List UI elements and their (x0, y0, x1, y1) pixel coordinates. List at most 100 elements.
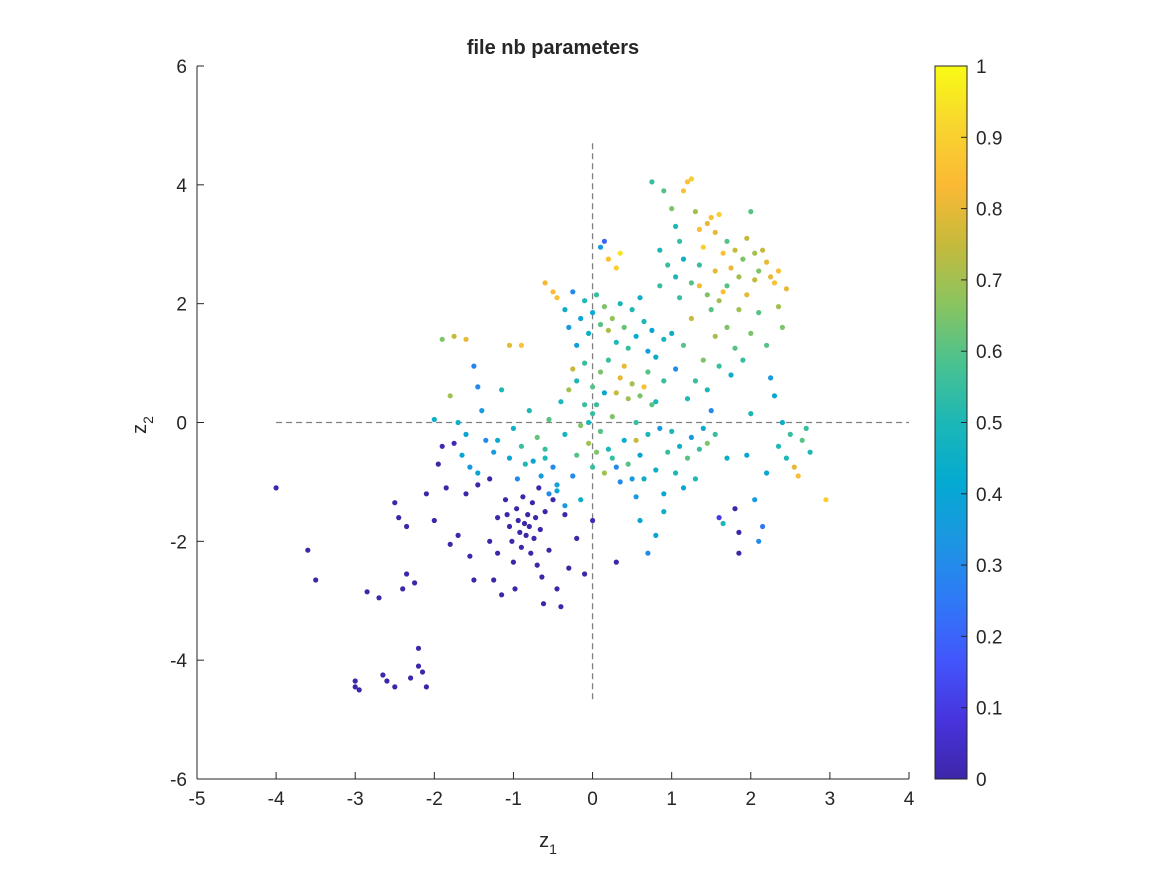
data-point (771, 280, 778, 286)
data-point (617, 479, 623, 485)
data-point (696, 262, 703, 268)
colorbar-tick-label: 0.5 (976, 414, 1002, 435)
data-point (633, 437, 639, 443)
data-point (495, 550, 501, 556)
y-axis-label: z2 (129, 416, 156, 434)
data-point (352, 684, 358, 690)
data-point (574, 378, 580, 384)
data-point (593, 402, 600, 408)
data-point (728, 372, 734, 378)
data-point (688, 434, 695, 440)
data-point (523, 532, 529, 539)
data-point (550, 464, 556, 470)
data-point (512, 586, 518, 592)
data-point (487, 538, 493, 544)
colorbar: 0 0.1 0.2 0.3 0.4 0.5 0.6 0.7 0.8 0.9 1 (934, 57, 1003, 791)
data-point (704, 387, 710, 393)
data-point (502, 497, 509, 503)
colorbar-tick-label: 0.8 (976, 200, 1002, 221)
data-points (273, 176, 829, 693)
data-point (415, 663, 422, 669)
data-point (566, 324, 572, 330)
data-point (487, 476, 493, 482)
data-point (590, 310, 596, 316)
data-point (601, 304, 608, 310)
data-point (653, 354, 659, 360)
data-point (605, 446, 612, 452)
data-point (771, 393, 778, 399)
data-point (823, 497, 829, 503)
data-point (621, 363, 627, 369)
data-point (536, 485, 542, 491)
x-tick-label: 4 (904, 789, 915, 810)
plot-area (276, 143, 909, 702)
data-point (768, 375, 774, 381)
data-point (807, 449, 813, 455)
data-point (775, 268, 782, 274)
data-point (756, 538, 762, 544)
data-point (609, 414, 615, 420)
data-point (740, 256, 746, 262)
data-point (704, 440, 710, 446)
data-point (803, 425, 809, 431)
data-point (613, 464, 619, 470)
colorbar-tick-label: 1 (976, 57, 987, 78)
data-point (590, 411, 596, 417)
data-point (649, 402, 655, 408)
data-point (700, 357, 706, 363)
data-point (542, 455, 548, 461)
x-tick-label: -4 (268, 789, 285, 810)
data-point (404, 571, 410, 577)
data-point (637, 393, 643, 399)
data-point (483, 437, 489, 443)
data-point (273, 485, 279, 491)
y-tick-label: -6 (170, 770, 187, 791)
data-point (649, 327, 655, 333)
data-point (752, 497, 758, 503)
data-point (613, 339, 619, 345)
data-point (582, 298, 588, 304)
data-point (601, 238, 608, 244)
data-point (779, 419, 786, 426)
data-point (593, 449, 600, 455)
data-point (677, 238, 683, 244)
data-point (673, 274, 679, 280)
data-point (653, 399, 659, 405)
data-point (700, 425, 706, 431)
data-point (392, 500, 398, 506)
data-point (633, 333, 639, 339)
data-point (542, 446, 548, 452)
data-point (495, 515, 501, 521)
data-point (760, 247, 766, 253)
data-point (629, 307, 635, 313)
axes: -5 -4 -3 -2 -1 0 1 2 3 4 -6 -4 -2 0 2 4 6 (170, 57, 915, 810)
data-point (696, 283, 703, 289)
data-point (510, 425, 516, 431)
data-point (665, 449, 671, 455)
data-point (680, 256, 687, 262)
data-point (641, 476, 647, 482)
data-point (542, 509, 548, 515)
colorbar-tick-label: 0.2 (976, 627, 1002, 648)
data-point (491, 577, 497, 583)
data-point (795, 473, 801, 479)
y-tick-label: 4 (176, 176, 187, 197)
data-point (661, 378, 667, 384)
data-point (597, 369, 604, 375)
data-point (467, 464, 473, 470)
data-point (517, 529, 523, 536)
data-point (669, 428, 675, 434)
data-point (471, 363, 477, 369)
data-point (768, 274, 774, 280)
data-point (720, 520, 726, 527)
data-point (554, 482, 560, 488)
chart-title: file nb parameters (467, 37, 639, 59)
data-point (534, 562, 540, 568)
data-point (609, 455, 615, 461)
data-point (688, 280, 695, 286)
data-point (712, 229, 718, 235)
data-point (748, 411, 754, 417)
data-point (637, 517, 643, 524)
data-point (625, 461, 631, 467)
data-point (423, 684, 429, 690)
